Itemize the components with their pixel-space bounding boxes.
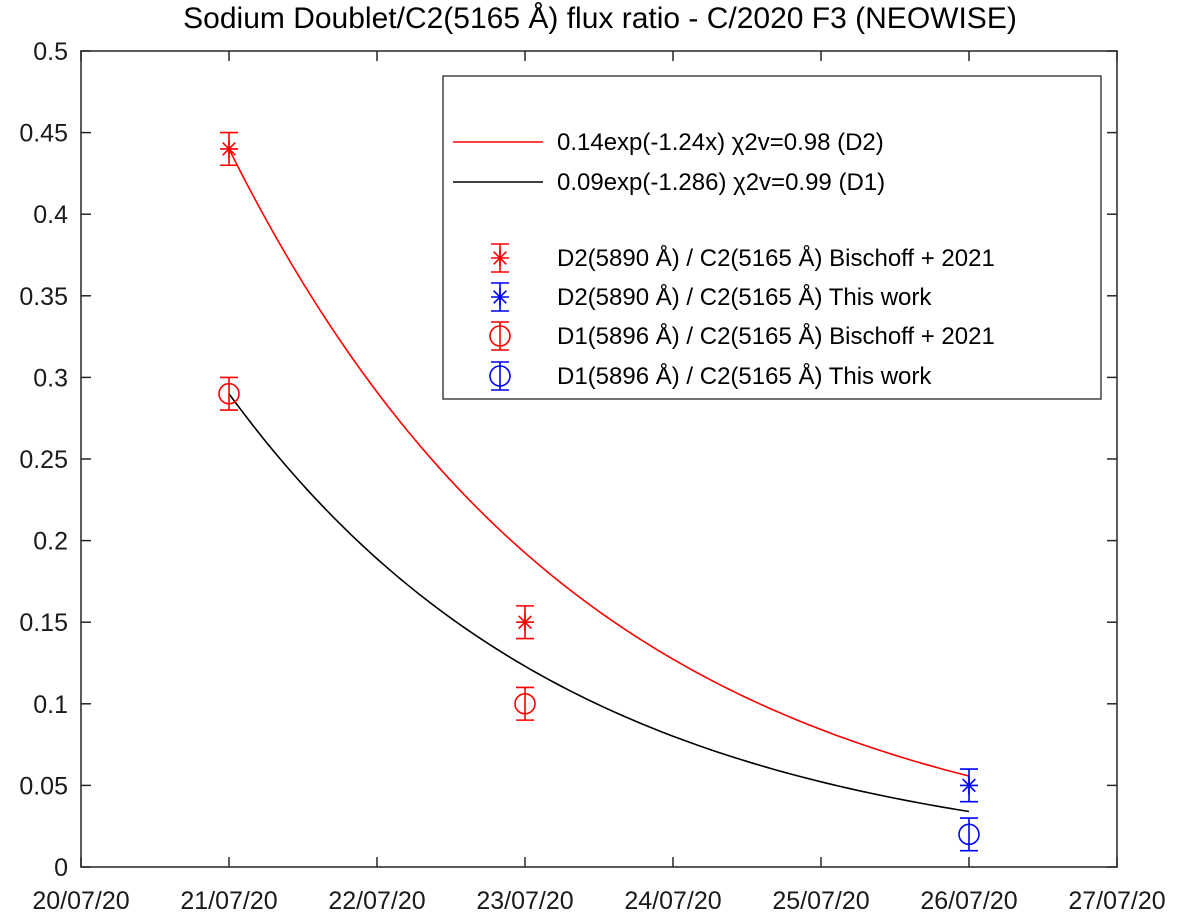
legend-series-swatch-0 [491,243,509,273]
legend-fit-label-1: 0.09exp(-1.286) χ2v=0.99 (D1) [557,169,885,196]
asterisk-stroke-d2 [493,290,507,304]
legend-series-swatch-1 [491,282,509,312]
legend-marker-0 [491,249,509,267]
circle-marker [489,325,511,347]
x-tick-label: 24/07/20 [624,887,721,915]
x-tick-label: 26/07/20 [920,887,1017,915]
circle-marker [489,365,511,387]
x-tick-label: 20/07/20 [32,887,129,915]
asterisk-stroke-d2 [493,251,507,265]
fit-curves [228,148,970,813]
y-tick-label: 0.05 [19,772,68,800]
error-bar-s3-p0 [960,817,978,852]
y-tick-label: 0.3 [33,364,68,392]
data-point-s3-p0 [958,823,980,846]
fit-curve-d2 [228,148,970,777]
error-bar-s2-p1 [516,686,534,721]
data-point-s0-p1 [516,613,534,632]
fit-curve-d1 [228,393,970,813]
legend-marker-3 [489,365,511,387]
legend-box [442,75,1102,400]
y-tick-label: 0 [54,854,68,882]
legend-series-label-3: D1(5896 Å) / C2(5165 Å) This work [557,362,932,390]
legend-marker-2 [489,325,511,347]
legend-series-label-0: D2(5890 Å) / C2(5165 Å) Bischoff + 2021 [557,244,995,272]
circle-marker [514,692,536,715]
x-tick-label: 27/07/20 [1068,887,1165,915]
y-tick-label: 0.2 [33,528,68,556]
asterisk-stroke-d2 [518,615,532,630]
y-tick-label: 0.25 [19,446,68,474]
legend-fit-label-0: 0.14exp(-1.24x) χ2v=0.98 (D2) [557,129,884,156]
y-tick-label: 0.45 [19,120,68,148]
data-points [218,131,980,852]
x-tick-label: 25/07/20 [772,887,869,915]
data-point-s2-p0 [218,382,240,405]
x-tick-label: 21/07/20 [180,887,277,915]
circle-marker [218,382,240,405]
y-tick-label: 0.5 [33,38,68,66]
legend-series-swatch-3 [489,361,511,391]
circle-marker [958,823,980,846]
y-tick-label: 0.1 [33,691,68,719]
asterisk-stroke-d2 [222,142,236,156]
x-tick-label: 22/07/20 [328,887,425,915]
x-tick-label: 23/07/20 [476,887,573,915]
y-tick-label: 0.35 [19,283,68,311]
axes: 0 0.05 0.1 0.15 0.2 0.25 0.3 0.35 0.4 0.45 0.5 20/0… [19,38,1165,915]
data-point-s1-p0 [960,776,978,795]
y-tick-label: 0.15 [19,609,68,637]
y-tick-label: 0.4 [33,201,68,229]
legend: 0.14exp(-1.24x) χ2v=0.98 (D2) 0.09exp(-1.… [442,75,1102,400]
legend-series-swatch-2 [489,321,511,351]
error-bar-s2-p0 [220,376,238,411]
data-point-s0-p0 [220,139,238,158]
legend-marker-1 [491,288,509,306]
legend-series-label-1: D2(5890 Å) / C2(5165 Å) This work [557,283,932,311]
chart-title: Sodium Doublet/C2(5165 Å) flux ratio - C… [183,2,1017,35]
asterisk-stroke-d2 [962,778,976,793]
data-point-s2-p1 [514,692,536,715]
legend-series-label-2: D1(5896 Å) / C2(5165 Å) Bischoff + 2021 [557,322,995,350]
